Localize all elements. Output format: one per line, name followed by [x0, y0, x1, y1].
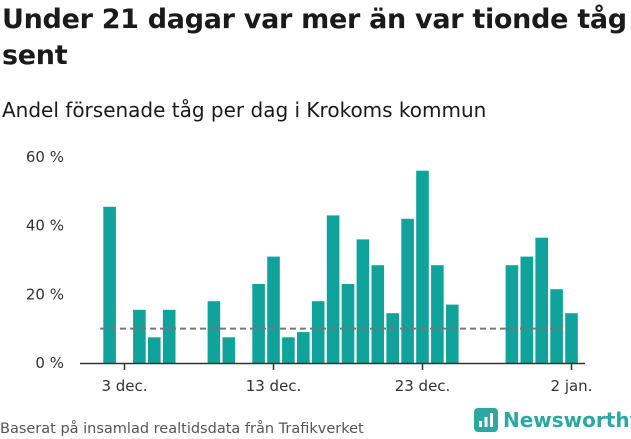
newsworthy-logo-icon [474, 408, 498, 432]
bar [431, 265, 444, 363]
bar [446, 304, 459, 363]
x-axis-ticks: 3 dec. 13 dec. 23 dec. 2 jan. [101, 363, 592, 395]
bar [162, 309, 176, 363]
y-tick-label: 20 % [26, 285, 64, 303]
bar [386, 313, 399, 363]
bar [520, 256, 534, 363]
source-note: Baserat på insamlad realtidsdata från Tr… [0, 421, 364, 437]
x-tick-label: 3 dec. [101, 377, 147, 395]
bar [416, 170, 429, 363]
bar [148, 337, 161, 364]
bar [535, 237, 548, 363]
y-tick-label: 40 % [26, 217, 64, 235]
bar [222, 337, 236, 364]
bar [282, 337, 295, 364]
bar [401, 218, 414, 363]
bar [550, 289, 563, 363]
bar [133, 309, 146, 363]
bar [311, 301, 325, 363]
y-tick-label: 60 % [26, 148, 64, 166]
y-axis-ticks: 0 % 20 % 40 % 60 % [26, 148, 64, 372]
bar [356, 239, 370, 363]
bar [267, 256, 280, 363]
bar [207, 301, 221, 363]
bar [326, 215, 340, 363]
bar-chart: 0 % 20 % 40 % 60 % 3 dec. 13 dec. 23 dec. 2 ja… [26, 148, 593, 395]
x-tick-label: 2 jan. [551, 377, 593, 395]
y-tick-label: 0 % [35, 354, 64, 372]
brand-name: Newsworthy [503, 408, 631, 432]
bar [505, 265, 519, 363]
bar [371, 265, 385, 363]
brand-logo: Newsworthy [474, 408, 631, 432]
chart-title: Under 21 dagar var mer än var tionde tåg… [2, 4, 627, 71]
chart-subtitle: Andel försenade tåg per dag i Krokoms ko… [2, 98, 487, 122]
bar [341, 284, 355, 363]
x-tick-label: 13 dec. [246, 377, 302, 395]
bar [103, 206, 116, 363]
bars [103, 170, 578, 364]
bar [297, 332, 310, 363]
bar [565, 313, 578, 363]
x-tick-label: 23 dec. [395, 377, 451, 395]
bar [252, 284, 265, 363]
